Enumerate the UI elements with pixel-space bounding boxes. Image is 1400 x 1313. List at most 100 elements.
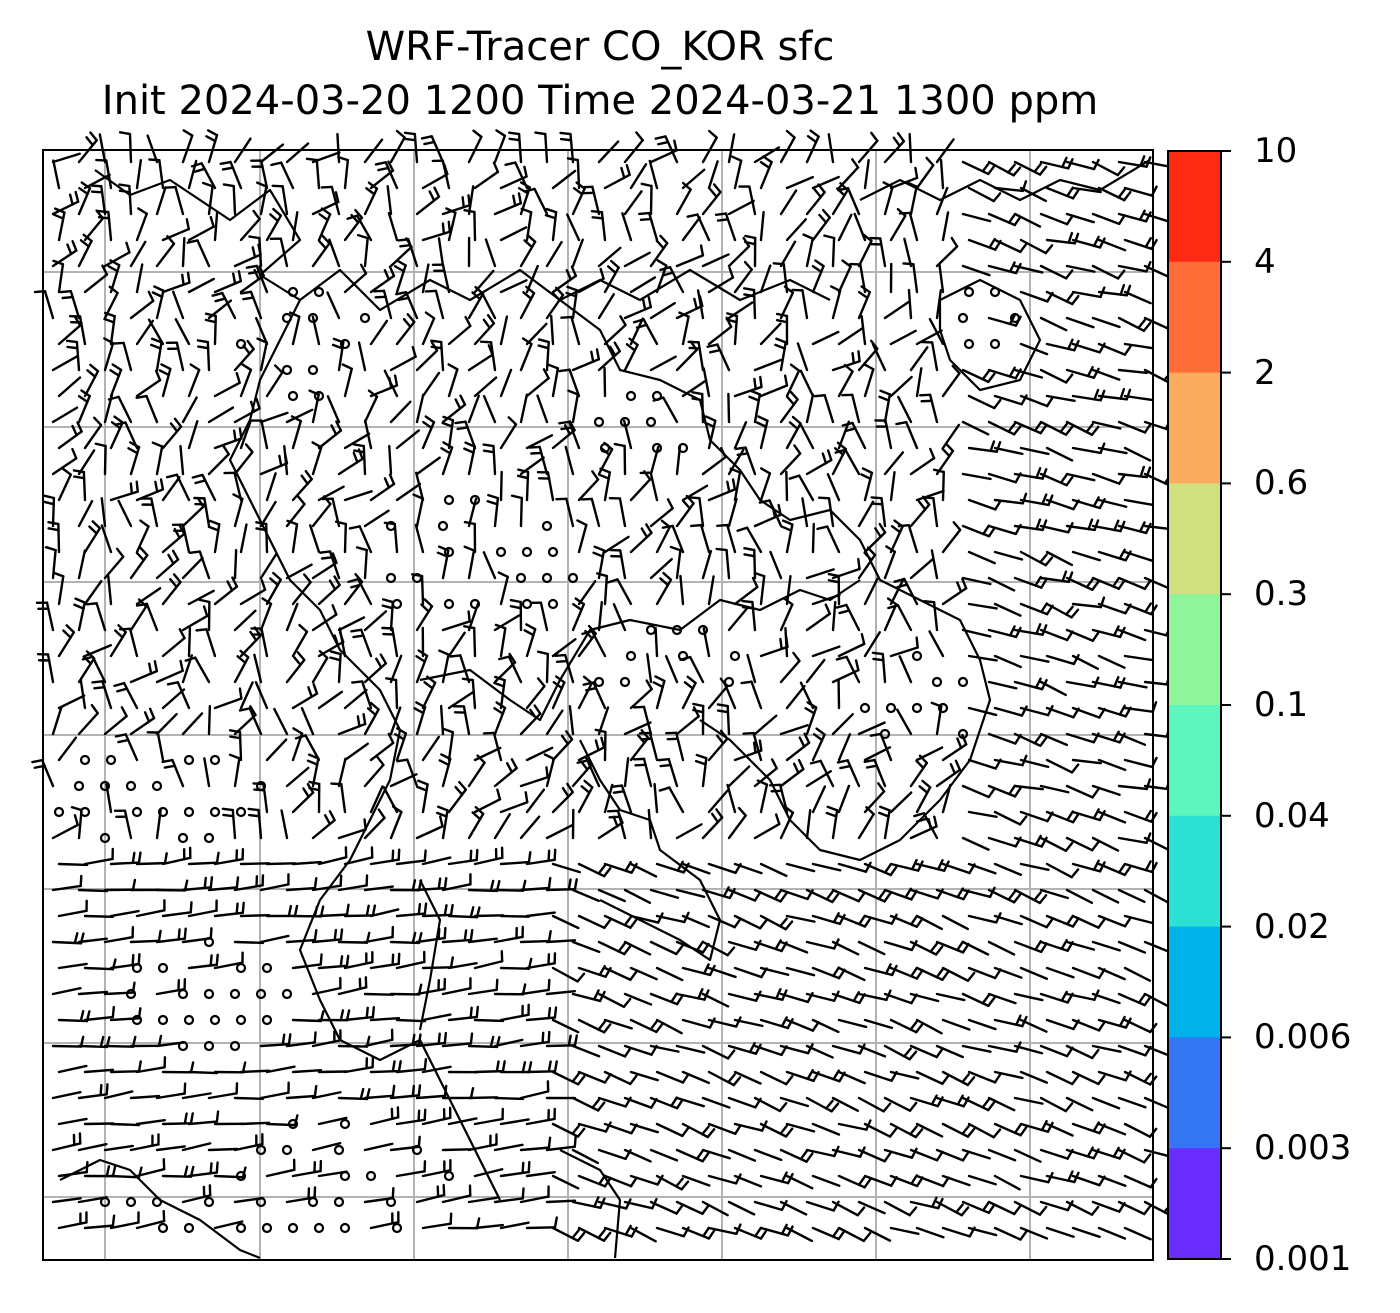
wind-barb [363,755,385,788]
wind-barb [889,577,905,606]
wind-barb [759,155,773,190]
wind-barb [233,339,255,372]
wind-barb [883,1200,918,1217]
wind-barb [1091,472,1126,485]
calm-wind-circle [255,988,267,1000]
wind-barb [68,314,87,346]
wind-barb [441,415,455,450]
wind-barb [733,375,763,398]
wind-barb [239,579,267,606]
wind-barb [928,318,945,346]
wind-barb [493,1187,525,1204]
wind-barb [233,548,238,580]
wind-barb [756,779,769,814]
colorbar-tick-label: 0.04 [1254,795,1330,836]
wind-barb [909,346,929,372]
wind-barb [57,1160,89,1178]
wind-barb [638,211,659,242]
wind-barb [437,237,445,268]
wind-barb [727,497,738,528]
calm-wind-circle [333,1144,345,1156]
wind-barb [701,808,724,840]
wind-barb [473,950,504,970]
wind-barb [337,757,347,788]
calm-wind-circle [437,520,449,532]
wind-barb [357,341,367,372]
wind-barb [941,733,968,762]
wind-barb [571,888,601,903]
wind-barb [155,234,176,268]
wind-barb [551,914,580,930]
calm-wind-circle [125,988,137,1000]
wind-barb [629,966,658,981]
wind-barb [441,977,472,996]
wind-barb [889,1122,924,1139]
wind-barb [1039,1096,1074,1113]
wind-barb [565,285,579,320]
wind-barb [203,757,211,788]
wind-barb [915,156,935,190]
wind-barb [837,1174,872,1189]
wind-barb [239,363,253,398]
wind-barb [187,953,219,970]
calm-wind-circle [177,1040,189,1052]
wind-barb [707,1016,742,1028]
wind-barb [816,525,841,554]
wind-barb [103,241,131,268]
wind-barb [545,939,577,944]
wind-barb [196,339,211,372]
wind-barb [435,805,449,840]
wind-barb [70,806,83,840]
wind-barb [438,649,450,684]
wind-barb [1045,602,1080,619]
wind-barb [769,550,783,580]
wind-barb [811,862,842,872]
wind-barb [632,705,653,736]
wind-barb [51,706,63,736]
wind-barb [213,371,241,398]
wind-barb [83,1165,117,1178]
wind-barb [987,680,1018,690]
wind-barb [239,913,271,918]
wind-barb [1065,264,1096,273]
wind-barb [135,1118,166,1126]
wind-barb [655,571,673,606]
wind-barb [1065,888,1094,904]
wind-barb [499,1003,530,1022]
wind-barb [935,759,962,788]
wind-barb [655,259,668,294]
wind-barb [915,1070,950,1085]
wind-barb [649,234,669,268]
wind-barb [935,236,959,268]
wind-barb [733,1070,762,1085]
wind-barb [83,416,103,450]
wind-barb [317,575,341,606]
wind-barb [222,183,237,216]
wind-barb [597,600,604,632]
wind-barb [544,207,558,242]
wind-barb [1045,758,1080,774]
wind-barb [742,287,757,320]
wind-barb [1039,888,1070,900]
wind-barb [725,312,739,346]
wind-barb [753,813,781,840]
wind-barb [857,940,886,956]
wind-barb [51,190,80,216]
wind-barb [1143,1096,1172,1111]
wind-barb [525,434,554,450]
wind-barb [857,721,886,736]
wind-barb [294,734,321,762]
wind-barb [337,818,367,840]
wind-barb [536,650,550,684]
wind-barb [51,874,83,892]
wind-barb [107,395,133,424]
wind-barb [826,473,841,502]
wind-barb [311,649,329,684]
wind-barb [1143,888,1171,905]
wind-barb [941,1174,971,1187]
calm-wind-circle [203,936,215,948]
wind-barb [270,161,295,190]
wind-barb [811,259,825,294]
wind-barb [993,914,1023,926]
wind-barb [421,1013,452,1022]
